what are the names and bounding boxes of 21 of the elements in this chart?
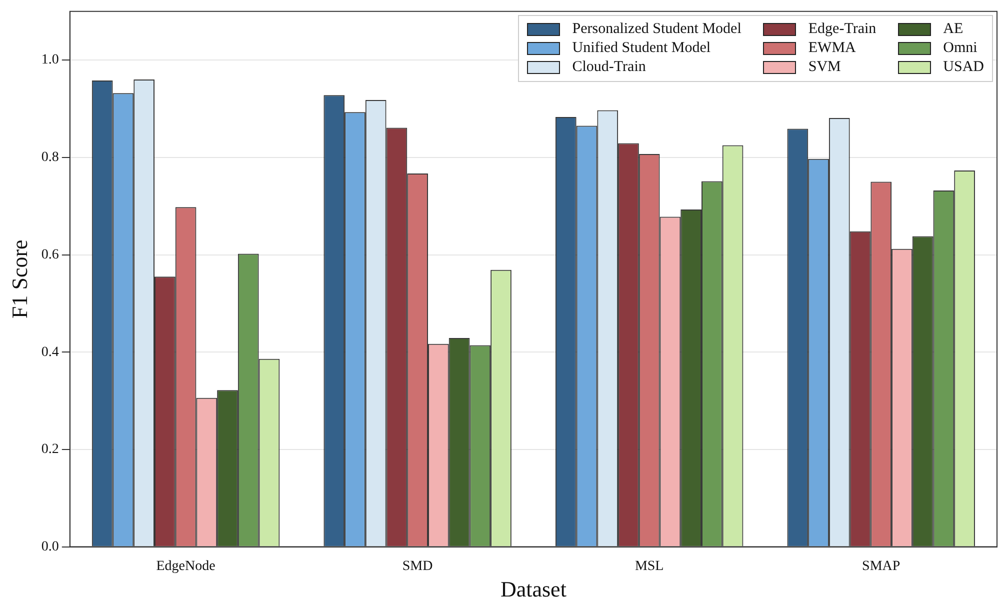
x-tick-label: SMAP	[862, 558, 900, 574]
x-tick-label: EdgeNode	[156, 558, 216, 574]
x-tick-label: MSL	[634, 558, 664, 574]
y-tick-label: 0.2	[41, 442, 59, 458]
y-tick-label: 0.4	[41, 344, 59, 360]
x-axis-title: Dataset	[500, 576, 566, 602]
y-tick-label: 0.8	[41, 150, 59, 166]
legend-label: Unified Student Model	[572, 40, 711, 58]
legend-label: AE	[943, 21, 964, 38]
legend-label: Omni	[943, 40, 978, 58]
y-tick-label: 0.6	[41, 247, 59, 262]
x-tick-label: SMD	[402, 558, 433, 574]
legend-label: Personalized Student Model	[572, 21, 742, 38]
y-tick-label: 1.0	[41, 52, 59, 68]
legend-label: Edge-Train	[808, 21, 876, 38]
y-axis-title: F1 Score	[6, 240, 32, 319]
y-tick-label: 0.0	[41, 539, 59, 554]
legend-label: EWMA	[808, 40, 856, 58]
legend-label: USAD	[943, 59, 984, 76]
legend-label: Cloud-Train	[572, 59, 646, 76]
legend-label: SVM	[808, 59, 841, 76]
